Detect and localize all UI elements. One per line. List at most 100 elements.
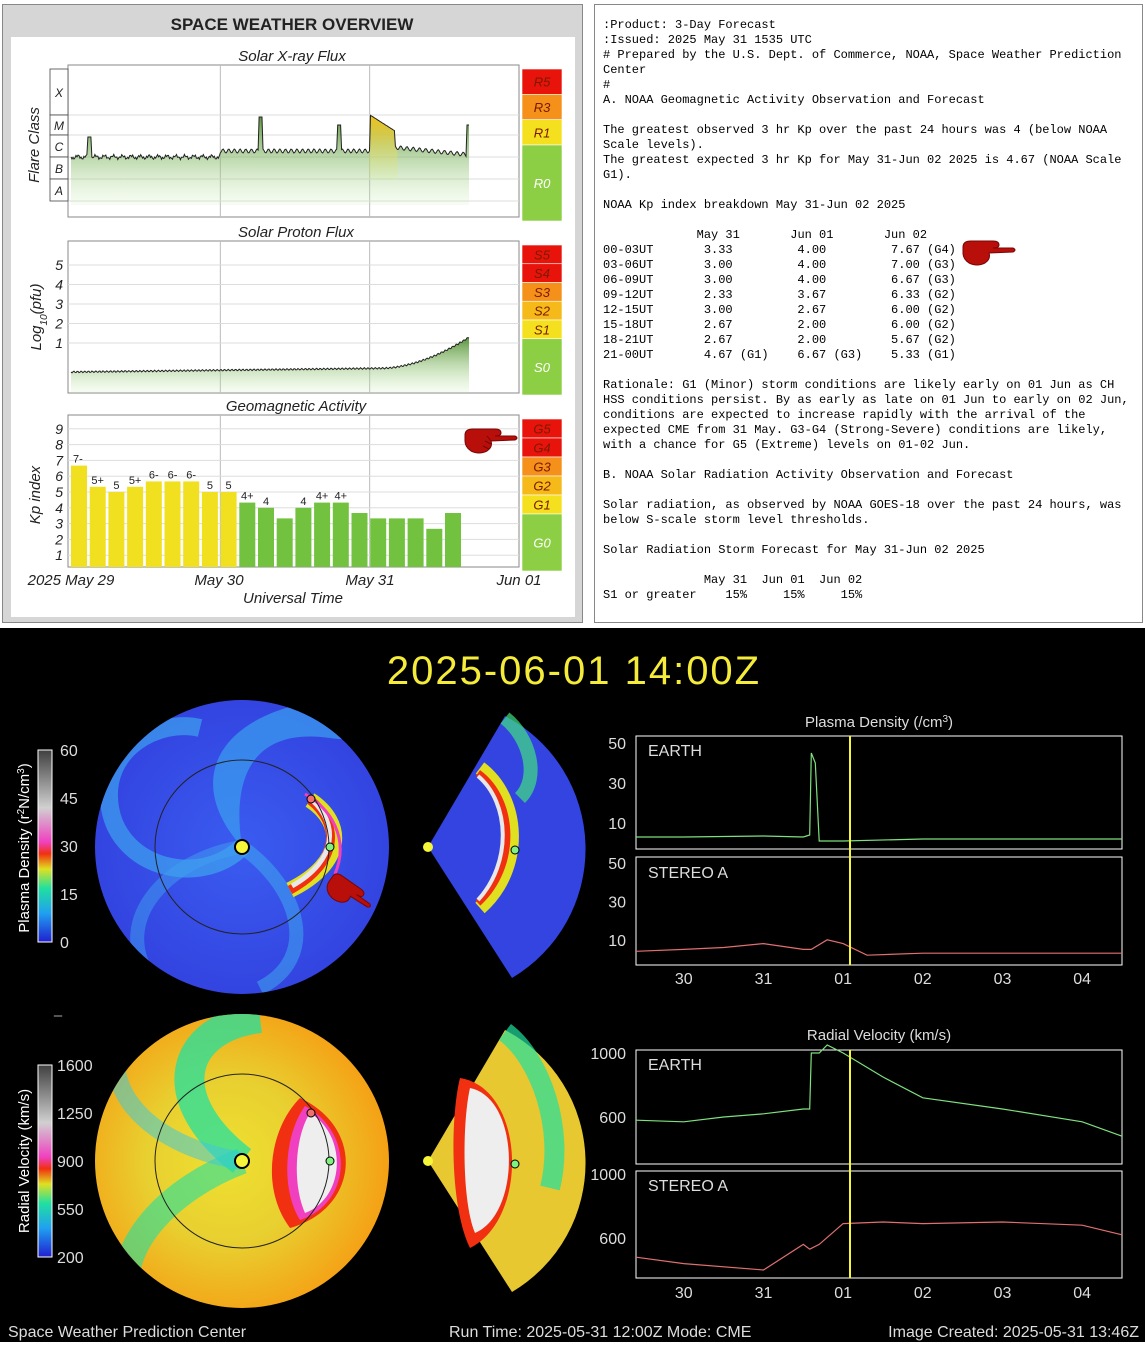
scale-level-label: S4 [534,266,550,281]
proton-ylabel: Log10(pfu) [28,283,50,350]
proton-y-tick-label: 3 [55,296,63,312]
forecast-line: Rationale: G1 (Minor) storm conditions a… [603,378,1136,452]
enlil-timestamp: 2025-06-01 14:00Z [387,649,761,693]
density-stereo-y-tick: 50 [608,856,626,873]
scale-level-label: R5 [534,75,551,90]
forecast-line: # [603,78,611,92]
kp-bar [258,507,274,567]
scale-level-g0 [521,513,563,572]
density-earth-y-tick: 50 [608,736,626,753]
x-axis-label: Universal Time [243,590,343,607]
forecast-line: B. NOAA Solar Radiation Activity Observa… [603,468,1014,482]
flare-class-label: M [54,119,64,133]
xray-ylabel: Flare Class [26,107,43,183]
kp-bar-label: 5+ [91,475,104,487]
kp-y-tick-label: 7 [55,452,64,468]
velocity-y-ticks: 600 600 1000 1000 [590,1046,626,1248]
density-y-ticks: 10 10 30 30 50 50 [608,736,626,950]
kp-y-tick-label: 9 [55,421,63,437]
kp-bars: 7- 5+ 5 5+ 6- 6- 6- 5 5 4+ 4 4 4+ 4+ [71,454,461,567]
forecast-line: :Issued: 2025 May 31 1535 UTC [603,33,812,47]
kp-bar [351,513,368,567]
kp-bar [295,507,312,567]
kp-bar-label: 5+ [129,475,142,487]
x-tick-may30: May 30 [194,572,244,589]
scale-level-label: G0 [533,536,551,551]
kp-bar-label: 4+ [316,491,329,503]
flare-class-label: B [55,162,63,176]
scale-level-label: G5 [533,422,551,437]
kp-y-tick-label: 3 [55,516,63,532]
kp-bar-label: 5 [226,480,232,492]
density-colorbar-tick: 15 [60,887,78,904]
geomagnetic-g-scale: G5 G4 G3 G2 G1 G0 [521,418,563,572]
density-colorbar-tick: 60 [60,743,78,760]
proton-title: Solar Proton Flux [238,224,354,241]
forecast-text-panel: :Product: 3-Day Forecast :Issued: 2025 M… [594,4,1143,623]
velocity-colorbar-tick: 550 [57,1202,84,1219]
density-colorbar-label: Plasma Density (r2N/cm3) [16,763,34,932]
scale-level-label: G2 [533,479,551,494]
velocity-x-ticks: 30310102030405 [675,1285,1091,1302]
time-x-tick: 31 [755,971,773,988]
density-earth-y-tick: 30 [608,776,626,793]
kp-bar-label: 5 [207,480,213,492]
xray-r-scale: R5 R3 R1 R0 [521,68,563,222]
forecast-line: 18-21UT 2.67 2.00 5.67 (G2) [603,333,956,347]
time-x-tick: 02 [914,971,932,988]
geomagnetic-title: Geomagnetic Activity [226,398,368,415]
forecast-line: 00-03UT 3.33 4.00 7.67 (G4) [603,243,956,257]
kp-bar [239,502,256,567]
density-colorbar [37,749,53,943]
forecast-line: 21-00UT 4.67 (G1) 6.67 (G3) 5.33 (G1) [603,348,956,362]
scale-level-label: S5 [534,247,551,262]
velocity-stereo-y-tick: 1000 [590,1167,626,1184]
forecast-line: 09-12UT 2.33 3.67 6.33 (G2) [603,288,956,302]
velocity-stereo-frame [635,1170,1123,1279]
kp-bar [164,481,181,567]
density-stereo-y-tick: 10 [608,933,626,950]
scale-level-label: G1 [533,498,550,513]
kp-bar [370,518,387,567]
velocity-colorbar-tick: 1600 [57,1058,93,1075]
geomagnetic-plot-frame [67,414,520,568]
footer-center: Run Time: 2025-05-31 12:00Z Mode: CME [449,1324,751,1341]
footer-left: Space Weather Prediction Center [8,1324,247,1341]
enlil-model-panel: 2025-06-01 14:00Z 0 15 30 45 60 Plasma Densi… [0,628,1145,1342]
forecast-line: # Prepared by the U.S. Dept. of Commerce… [603,48,1129,77]
scale-level-r5 [521,68,563,95]
flare-class-label: C [55,140,64,154]
forecast-line: 15-18UT 2.67 2.00 6.00 (G2) [603,318,956,332]
scale-level-s0 [521,338,563,396]
time-x-tick: 04 [1073,1285,1091,1302]
kp-bar [89,486,106,567]
velocity-colorbar-tick: 900 [57,1154,84,1171]
time-x-tick: 31 [755,1285,773,1302]
proton-y-tick-label: 1 [55,335,63,351]
kp-bar-label: 6- [186,469,196,481]
velocity-earth-y-tick: 1000 [590,1046,626,1063]
x-tick-may31: May 31 [345,572,394,589]
kp-y-tick-label: 6 [55,468,63,484]
density-x-ticks: 30310102030405 [675,971,1091,988]
scale-level-label: R3 [534,100,551,115]
density-plot-title: Plasma Density (/cm3) [805,714,953,732]
kp-y-tick-label: 4 [55,500,63,516]
forecast-line: The greatest expected 3 hr Kp for May 31… [603,153,1129,182]
forecast-line: May 31 Jun 01 Jun 02 [603,228,928,242]
velocity-colorbar-ticks: 200 550 900 1250 1600 [57,1058,93,1267]
geomagnetic-gridlines [68,415,519,567]
pointing-hand-icon [464,428,518,454]
density-earth-y-tick: 10 [608,816,626,833]
kp-bar [201,492,218,567]
forecast-line: May 31 Jun 01 Jun 02 [603,573,863,587]
time-x-tick: 03 [994,1285,1012,1302]
scale-level-label: S0 [534,360,551,375]
velocity-stereo-y-tick: 600 [599,1231,626,1248]
pointing-hand-icon [959,237,1019,276]
time-x-tick: 01 [834,971,852,988]
velocity-colorbar-tick: 200 [57,1250,84,1267]
